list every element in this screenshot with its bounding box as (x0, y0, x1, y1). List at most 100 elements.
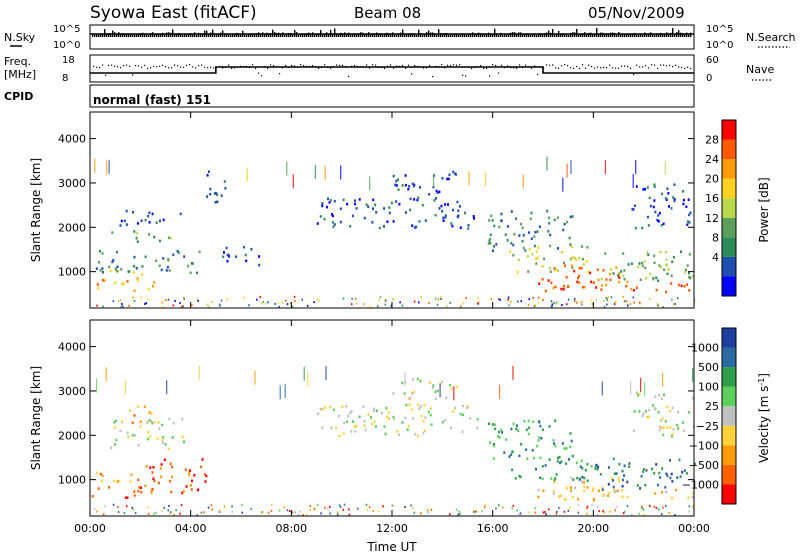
heatmap-cell (358, 198, 361, 201)
heatmap-cell (155, 259, 158, 262)
heatmap-cell (151, 212, 154, 216)
heatmap-cell (169, 512, 171, 515)
nsky-bar (592, 33, 594, 37)
freq-tick-bottom: 8 (62, 73, 68, 84)
heatmap-cell (467, 224, 470, 227)
nave-dot (150, 67, 152, 69)
heatmap-cell (526, 255, 529, 258)
heatmap-cell (96, 510, 98, 513)
heatmap-cell (657, 410, 660, 414)
nsky-bar (380, 33, 382, 37)
nsky-bar (438, 29, 440, 37)
heatmap-cell (633, 410, 636, 413)
heatmap-cell (520, 222, 523, 226)
heatmap-cell (537, 439, 540, 442)
y-tick-label: 3000 (58, 385, 86, 398)
heatmap-cell (633, 429, 635, 432)
heatmap-cell (401, 184, 404, 187)
power-frame (89, 111, 695, 309)
heatmap-cell (527, 432, 530, 436)
heatmap-cell (587, 270, 590, 274)
nsky-bar (656, 33, 658, 37)
heatmap-cell (411, 392, 414, 395)
nsky-bar (680, 32, 682, 37)
heatmap-cell (678, 458, 681, 462)
heatmap-cell (373, 420, 376, 424)
heatmap-cell (671, 496, 673, 500)
nave-dot (654, 64, 656, 66)
nsky-bar (252, 33, 254, 37)
heatmap-cell (583, 489, 586, 493)
heatmap-cell (97, 286, 100, 290)
heatmap-cell (101, 267, 104, 270)
heatmap-cell (433, 199, 436, 202)
heatmap-cell (342, 198, 345, 202)
x-tick-label: 16:00 (477, 522, 509, 535)
date-title: 05/Nov/2009 (588, 4, 685, 22)
heatmap-cell (627, 263, 630, 266)
nsky-bar (332, 34, 334, 37)
heatmap-cell (607, 494, 609, 497)
heatmap-cell (258, 263, 261, 267)
heatmap-cell (147, 512, 150, 515)
heatmap-cell (434, 213, 437, 217)
heatmap-cell (99, 472, 102, 476)
heatmap-cell (488, 422, 490, 425)
heatmap-cell (417, 196, 420, 200)
cpid-frame (89, 84, 695, 108)
heatmap-cell (578, 281, 581, 284)
nave-dot (366, 64, 368, 66)
nsky-bar (682, 33, 684, 37)
nsky-bar (130, 34, 132, 37)
heatmap-cell (456, 215, 459, 219)
heatmap-cell (418, 407, 421, 410)
heatmap-cell (553, 481, 556, 484)
nsky-bar (504, 33, 506, 37)
heatmap-cell (388, 211, 391, 215)
heatmap-cell (372, 207, 374, 210)
nsky-bar (260, 33, 262, 37)
nsky-bar (568, 34, 570, 37)
nave-dot (549, 64, 551, 66)
heatmap-cell (494, 427, 497, 431)
nsky-bar (202, 34, 204, 37)
nave-tick-top: 60 (706, 55, 719, 66)
heatmap-cell (605, 297, 608, 299)
nave-dot (588, 64, 590, 66)
heatmap-cell (575, 461, 578, 465)
heatmap-cell (495, 243, 498, 246)
nave-dot (603, 66, 605, 69)
heatmap-cell (640, 474, 643, 478)
heatmap-cell (531, 253, 534, 256)
heatmap-cell (660, 419, 663, 422)
heatmap-cell (198, 250, 201, 253)
nsky-bar (598, 34, 600, 37)
heatmap-cell (677, 297, 679, 300)
heatmap-cell (473, 511, 475, 513)
heatmap-cell (215, 191, 217, 195)
heatmap-cell (392, 174, 395, 178)
nave-dot (657, 67, 659, 70)
heatmap-cell (375, 409, 378, 412)
heatmap-cell (623, 300, 626, 303)
heatmap-cell (190, 262, 193, 265)
heatmap-cell (654, 492, 657, 495)
heatmap-cell (549, 267, 552, 270)
heatmap-cell (418, 220, 421, 223)
heatmap-cell (656, 218, 659, 222)
heatmap-cell (442, 216, 445, 220)
nsky-bar (324, 33, 326, 37)
heatmap-cell (411, 224, 414, 227)
nave-dot (591, 66, 593, 68)
heatmap-cell (404, 506, 406, 508)
heatmap-streak (303, 366, 305, 381)
nsky-bar (350, 34, 352, 37)
nave-dot (405, 67, 407, 69)
heatmap-cell (555, 512, 558, 515)
heatmap-cell (581, 285, 584, 289)
heatmap-cell (498, 430, 500, 434)
nsky-bar (188, 33, 190, 37)
nsky-bar (492, 34, 494, 37)
heatmap-cell (383, 425, 386, 428)
nsky-bar (314, 34, 316, 37)
